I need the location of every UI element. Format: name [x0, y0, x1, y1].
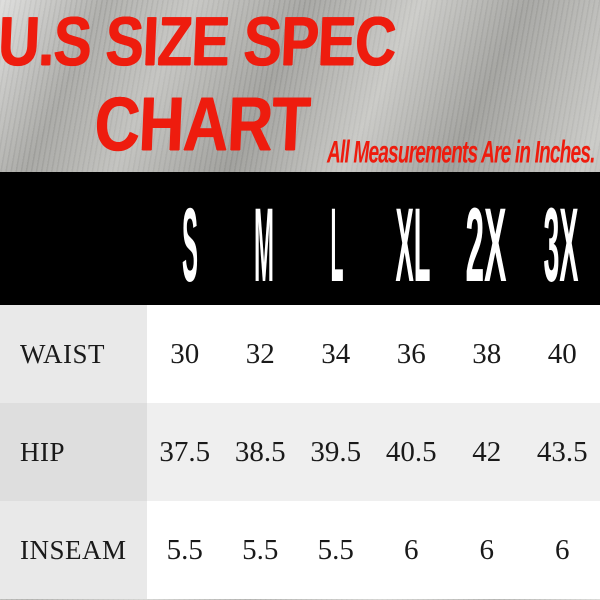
svg-text:S: S [182, 187, 198, 304]
svg-text:2X: 2X [466, 187, 507, 304]
svg-text:M: M [254, 187, 274, 304]
svg-text:3X: 3X [544, 187, 579, 304]
svg-text:XL: XL [396, 187, 431, 304]
svg-text:L: L [331, 187, 344, 304]
